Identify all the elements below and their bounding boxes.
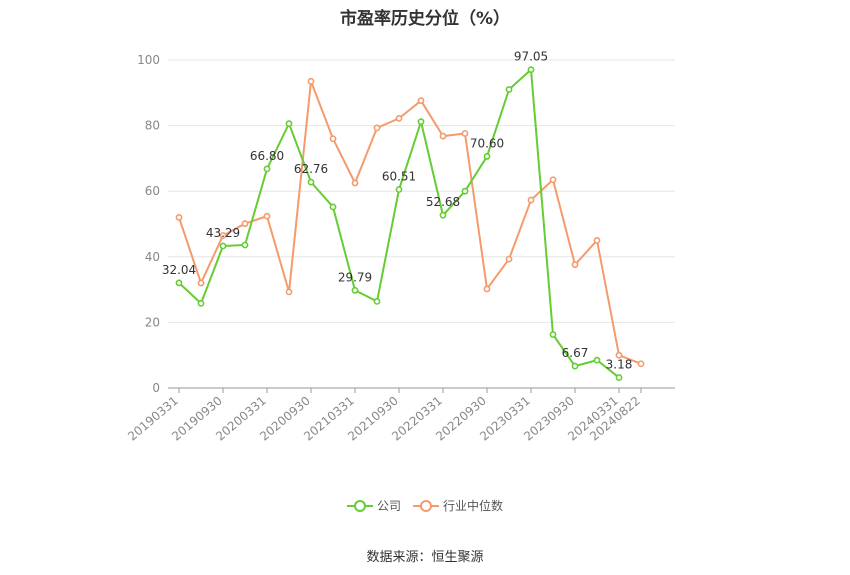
data-point [505, 255, 513, 263]
y-tick-label: 20 [145, 315, 160, 329]
chart-title: 市盈率历史分位（%） [339, 9, 511, 29]
data-point [395, 114, 403, 122]
data-point [571, 261, 579, 269]
data-point [373, 124, 381, 132]
data-point [593, 356, 601, 364]
axes: 0204060801002019033120190930202003312020… [125, 53, 675, 444]
data-point [417, 118, 425, 126]
data-point [439, 132, 447, 140]
data-point [263, 212, 271, 220]
data-point [483, 153, 491, 160]
data-point [175, 279, 183, 287]
y-tick-label: 0 [152, 381, 160, 395]
data-point [241, 220, 249, 228]
data-point [505, 86, 513, 93]
data-point [329, 203, 337, 211]
data-label: 6.67 [562, 346, 589, 360]
data-point [263, 165, 271, 173]
data-point [351, 179, 359, 187]
data-point [307, 77, 315, 85]
y-tick-label: 60 [145, 184, 160, 198]
data-label: 60.51 [382, 170, 416, 184]
data-label: 29.79 [338, 270, 372, 284]
data-point [351, 286, 359, 294]
data-point [285, 288, 293, 296]
data-label: 62.76 [294, 162, 328, 176]
data-point [285, 120, 293, 128]
series-1 [175, 77, 645, 368]
data-point [439, 211, 447, 219]
y-tick-label: 40 [145, 250, 160, 264]
data-point [241, 241, 249, 249]
data-point [483, 285, 491, 293]
data-point [219, 242, 227, 250]
legend-swatch-company [346, 499, 373, 512]
data-label: 43.29 [206, 226, 240, 240]
series-line [178, 80, 642, 365]
data-point [395, 186, 403, 193]
data-label: 97.05 [514, 50, 548, 64]
data-labels: 32.04 43.29 66.80 62.76 29.79 60.51 52.68 70.60… [162, 50, 633, 372]
data-label: 66.80 [250, 149, 284, 163]
data-point [593, 236, 601, 244]
legend: 公司 行业中位数 [0, 497, 850, 514]
data-label: 32.04 [162, 263, 196, 277]
data-point [549, 331, 557, 338]
source-note: 数据来源：恒生聚源 [366, 550, 484, 565]
data-point [417, 97, 425, 105]
data-point [527, 196, 535, 204]
data-point [461, 130, 469, 137]
legend-item-industry[interactable]: 行业中位数 [413, 497, 503, 514]
data-point [637, 360, 645, 368]
data-point [461, 187, 469, 195]
data-point [329, 135, 337, 143]
data-point [615, 374, 623, 381]
data-point [527, 66, 535, 74]
data-label: 3.18 [606, 358, 633, 372]
data-point [549, 176, 557, 184]
data-point [307, 178, 315, 186]
data-point [219, 232, 227, 239]
data-point [571, 362, 579, 370]
data-point [373, 298, 381, 305]
series-lines [175, 66, 645, 381]
data-point [175, 214, 183, 221]
series-0 [175, 66, 623, 381]
legend-item-company[interactable]: 公司 [346, 497, 401, 514]
data-point [197, 299, 205, 307]
y-tick-label: 100 [137, 53, 160, 67]
y-tick-label: 80 [145, 119, 160, 133]
legend-label-company: 公司 [376, 499, 401, 513]
data-point [615, 351, 623, 359]
data-label: 52.68 [426, 195, 460, 209]
legend-label-industry: 行业中位数 [443, 499, 504, 513]
data-point [197, 279, 205, 287]
legend-swatch-industry [413, 499, 439, 512]
data-label: 70.60 [470, 136, 504, 150]
